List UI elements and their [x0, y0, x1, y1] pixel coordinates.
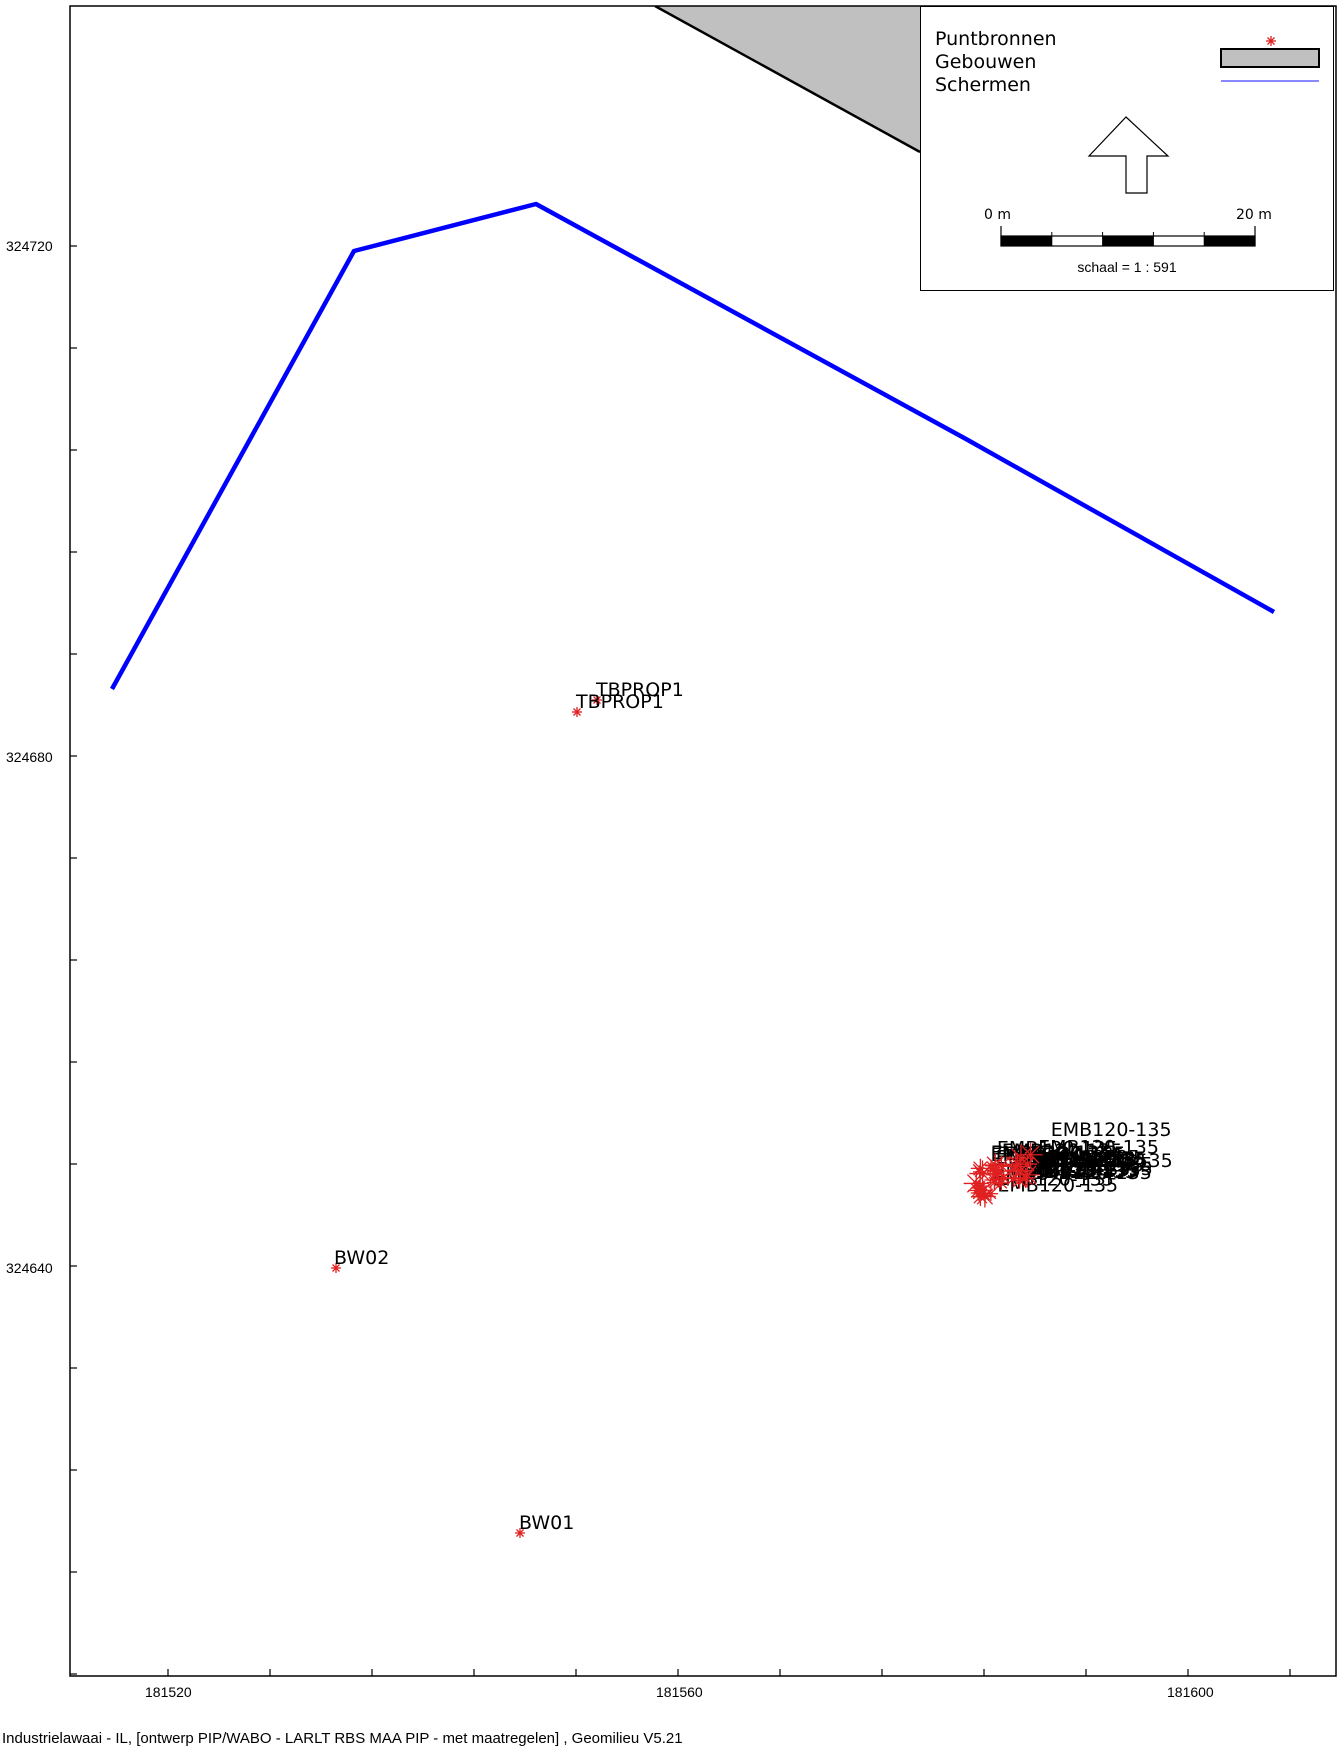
cluster-source-marker: [973, 1185, 996, 1208]
cluster-source-label: EMB120-135: [1010, 1158, 1131, 1180]
cluster-source-label: EMB120-135: [1052, 1150, 1173, 1172]
scale-bar: [1000, 226, 1256, 247]
cluster-source-label: EMB120-135: [1016, 1161, 1137, 1183]
cluster-source-label: EMB120-135: [1027, 1150, 1148, 1172]
cluster-source-marker: [1018, 1142, 1043, 1167]
legend-graphics: [1000, 36, 1320, 247]
x-tick-label: 181600: [1167, 1684, 1214, 1700]
cluster-source-label: EMB120-135: [1032, 1158, 1153, 1180]
source-cluster-labels: EMB120-135EMB120-135EMB120-135EMB120-135…: [990, 1119, 1172, 1196]
building-edge: [654, 6, 921, 154]
cluster-source-label: EMB120-135: [1031, 1162, 1152, 1184]
source-label-bw02: BW02: [334, 1247, 389, 1269]
y-tick-label: 324680: [6, 749, 53, 765]
scale-end-label: 20 m: [1236, 207, 1272, 223]
y-axis: [70, 245, 77, 1675]
cluster-source-label: EMB120-135: [997, 1137, 1118, 1159]
x-axis: [167, 1669, 1291, 1676]
cluster-source-label: EMB120-135: [1038, 1136, 1159, 1158]
cluster-source-label: EMB120-135: [1032, 1153, 1153, 1175]
source-cluster-marks: [963, 1142, 1043, 1208]
cluster-source-label: EMB120-135: [1023, 1154, 1144, 1176]
footer-caption: Industrielawaai - IL, [ontwerp PIP/WABO …: [2, 1730, 683, 1747]
cluster-source-marker: [986, 1159, 1011, 1184]
cluster-source-label: EMB120-135: [1020, 1159, 1141, 1181]
cluster-source-marker: [970, 1184, 988, 1202]
cluster-source-marker: [997, 1171, 1010, 1184]
y-tick-label: 324720: [6, 238, 53, 254]
cluster-source-label: EMB120-135: [1051, 1119, 1172, 1141]
scale-start-label: 0 m: [984, 207, 1011, 223]
cluster-source-label: EMB120-135: [1018, 1160, 1139, 1182]
noise-screen-line: [110, 201, 1276, 691]
x-tick-label: 181560: [656, 1684, 703, 1700]
legend-label-schermen: Schermen: [935, 74, 1031, 96]
red-asterisk-icon: [1266, 36, 1276, 46]
source-label-tbprop1: TBPROP1: [575, 691, 664, 713]
cluster-source-label: EMB120-135: [1014, 1149, 1135, 1171]
source-marker-bw01: [515, 1528, 525, 1538]
cluster-source-marker: [972, 1165, 987, 1179]
building-polygon: [655, 6, 950, 160]
scale-ratio-text: schaal = 1 : 591: [1077, 259, 1177, 275]
source-marker-tbprop1: [592, 695, 602, 705]
cluster-source-marker: [1004, 1169, 1023, 1188]
cluster-source-label: EMB120-135: [1016, 1150, 1137, 1172]
y-tick-label: 324640: [6, 1260, 53, 1276]
cluster-source-marker: [983, 1153, 1008, 1177]
cluster-source-marker: [973, 1179, 988, 1193]
grey-rectangle-icon: [1220, 48, 1320, 68]
legend-label-gebouwen: Gebouwen: [935, 51, 1037, 73]
north-arrow-icon: [1087, 116, 1170, 194]
point-sources: [331, 695, 602, 1538]
source-label-tbprop1: TBPROP1: [595, 679, 684, 701]
legend: Puntbronnen Gebouwen Schermen 0 m 20 m: [920, 6, 1334, 291]
cluster-source-label: EMB120-135: [1024, 1148, 1145, 1170]
x-tick-label: 181520: [145, 1684, 192, 1700]
source-marker-bw02: [331, 1263, 341, 1273]
source-label-bw01: BW01: [519, 1512, 574, 1534]
map-frame: [69, 5, 1337, 1677]
source-marker-tbprop1: [572, 707, 582, 717]
cluster-source-label: EMB120-135: [1026, 1150, 1147, 1172]
legend-label-puntbronnen: Puntbronnen: [935, 28, 1057, 50]
cluster-source-label: EMB120-135: [1019, 1147, 1140, 1169]
